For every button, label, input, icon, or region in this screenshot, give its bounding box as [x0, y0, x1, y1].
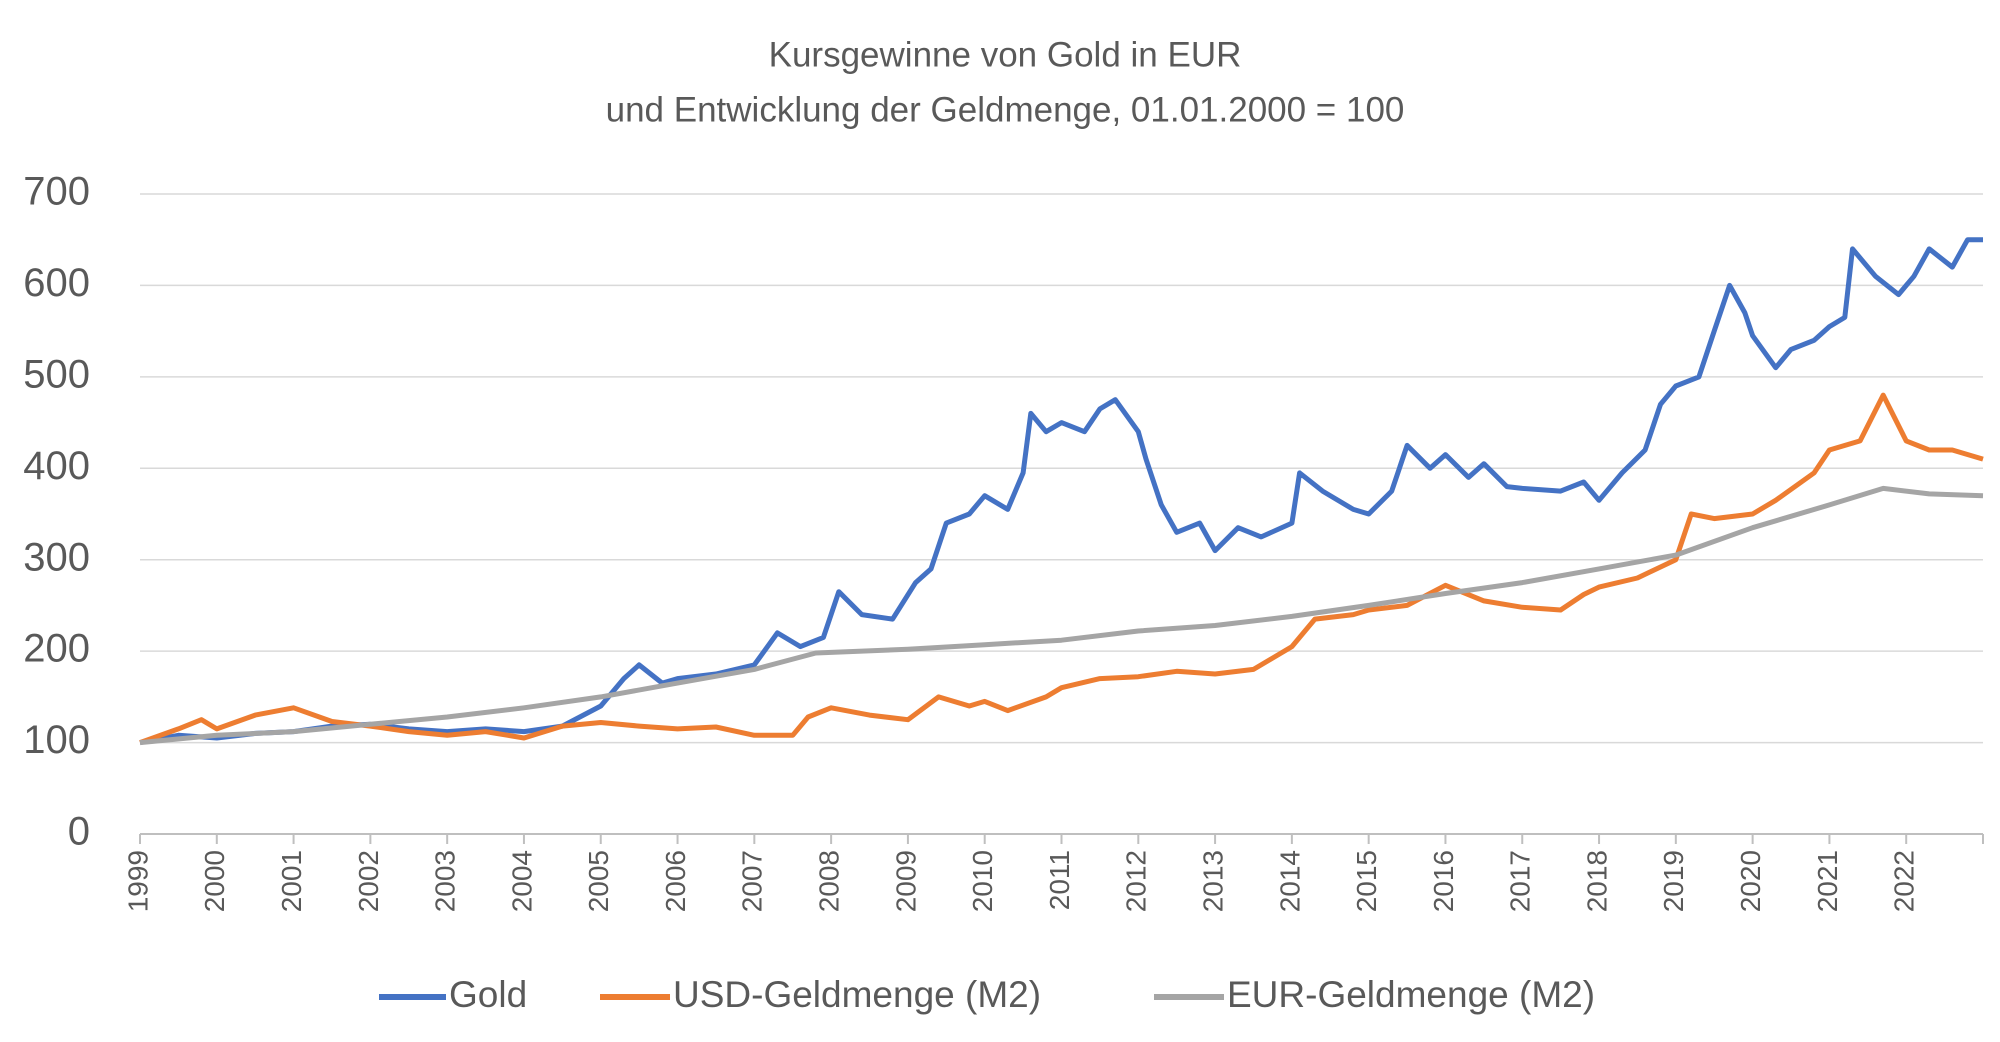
y-tick-label: 300: [23, 535, 90, 579]
x-tick-label: 2016: [1428, 850, 1459, 912]
x-tick-label: 2000: [199, 850, 230, 912]
y-tick-label: 700: [23, 170, 90, 214]
x-tick-label: 2003: [430, 850, 461, 912]
y-tick-label: 100: [23, 718, 90, 762]
x-tick-label: 2009: [890, 850, 921, 912]
x-tick-label: 2015: [1351, 850, 1382, 912]
y-tick-label: 0: [68, 810, 90, 854]
x-tick-label: 2007: [737, 850, 768, 912]
x-tick-label: 2001: [276, 850, 307, 912]
series-line: [139, 485, 1984, 746]
x-tick-label: 2005: [583, 850, 614, 912]
x-tick-label: 2012: [1121, 850, 1152, 912]
x-tick-label: 2004: [506, 850, 537, 912]
y-tick-label: 400: [23, 444, 90, 488]
x-tick-label: 1999: [122, 850, 153, 912]
x-tick-label: 2020: [1735, 850, 1766, 912]
x-tick-label: 2006: [660, 850, 691, 912]
x-tick-label: 2011: [1044, 850, 1075, 910]
series-line: [139, 237, 1983, 746]
chart-subtitle: und Entwicklung der Geldmenge, 01.01.200…: [606, 90, 1405, 129]
x-tick-label: 2002: [353, 850, 384, 912]
y-tick-label: 200: [23, 627, 90, 671]
y-tick-label: 500: [23, 352, 90, 396]
x-tick-label: 2017: [1505, 850, 1536, 912]
legend-label: USD-Geldmenge (M2): [673, 974, 1041, 1015]
x-tick-label: 2013: [1197, 850, 1228, 912]
legend-label: EUR-Geldmenge (M2): [1227, 974, 1595, 1015]
series-line: [139, 392, 1984, 745]
x-tick-label: 2019: [1658, 850, 1689, 912]
x-tick-label: 2021: [1812, 850, 1843, 912]
legend-label: Gold: [449, 974, 527, 1015]
x-tick-label: 2014: [1274, 850, 1305, 912]
x-tick-label: 2022: [1889, 850, 1920, 912]
x-tick-label: 2018: [1581, 850, 1612, 912]
chart-title: Kursgewinne von Gold in EUR: [769, 35, 1242, 74]
x-tick-label: 2008: [814, 850, 845, 912]
y-tick-label: 600: [23, 261, 90, 305]
x-tick-label: 2010: [967, 850, 998, 912]
